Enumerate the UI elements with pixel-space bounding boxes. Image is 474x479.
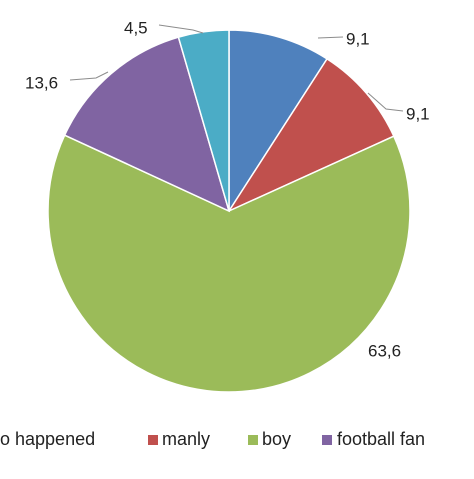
pie-slice-manly <box>226 57 395 213</box>
legend-swatch <box>148 435 158 445</box>
legend-label: boy <box>262 429 291 449</box>
legend-label: o happened <box>0 429 95 449</box>
data-label: 4,5 <box>124 18 148 37</box>
pie-slice-football-fan <box>63 36 231 213</box>
legend-item-o-happened: o happened <box>0 429 95 449</box>
legend-swatch <box>322 435 332 445</box>
legend: o happened manly boy football fan <box>0 429 425 449</box>
legend-label: manly <box>162 429 210 449</box>
leader-line <box>158 24 204 34</box>
leader-line <box>317 36 344 39</box>
legend-label: football fan <box>337 429 425 449</box>
legend-item-boy: boy <box>248 429 291 449</box>
pie-slice-slice-5 <box>177 29 230 212</box>
data-label: 13,6 <box>25 73 58 92</box>
data-label: 63,6 <box>368 341 401 360</box>
leader-line <box>69 71 109 81</box>
legend-item-manly: manly <box>148 429 210 449</box>
data-label: 9,1 <box>406 104 430 123</box>
legend-swatch <box>248 435 258 445</box>
data-labels: 9,1 9,1 63,6 13,6 4,5 <box>25 18 430 360</box>
leader-line <box>367 92 404 112</box>
legend-item-football-fan: football fan <box>322 429 425 449</box>
pie-slice-boy <box>47 134 411 393</box>
pie-slices <box>47 29 411 393</box>
pie-slice-slice-1 <box>228 29 329 214</box>
data-label: 9,1 <box>346 29 370 48</box>
leader-lines <box>69 24 404 112</box>
